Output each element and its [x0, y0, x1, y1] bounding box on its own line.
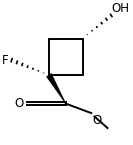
Text: O: O — [92, 114, 101, 127]
Text: F: F — [2, 54, 9, 67]
Text: O: O — [14, 97, 23, 110]
Polygon shape — [47, 74, 66, 104]
Text: OH: OH — [112, 2, 130, 15]
